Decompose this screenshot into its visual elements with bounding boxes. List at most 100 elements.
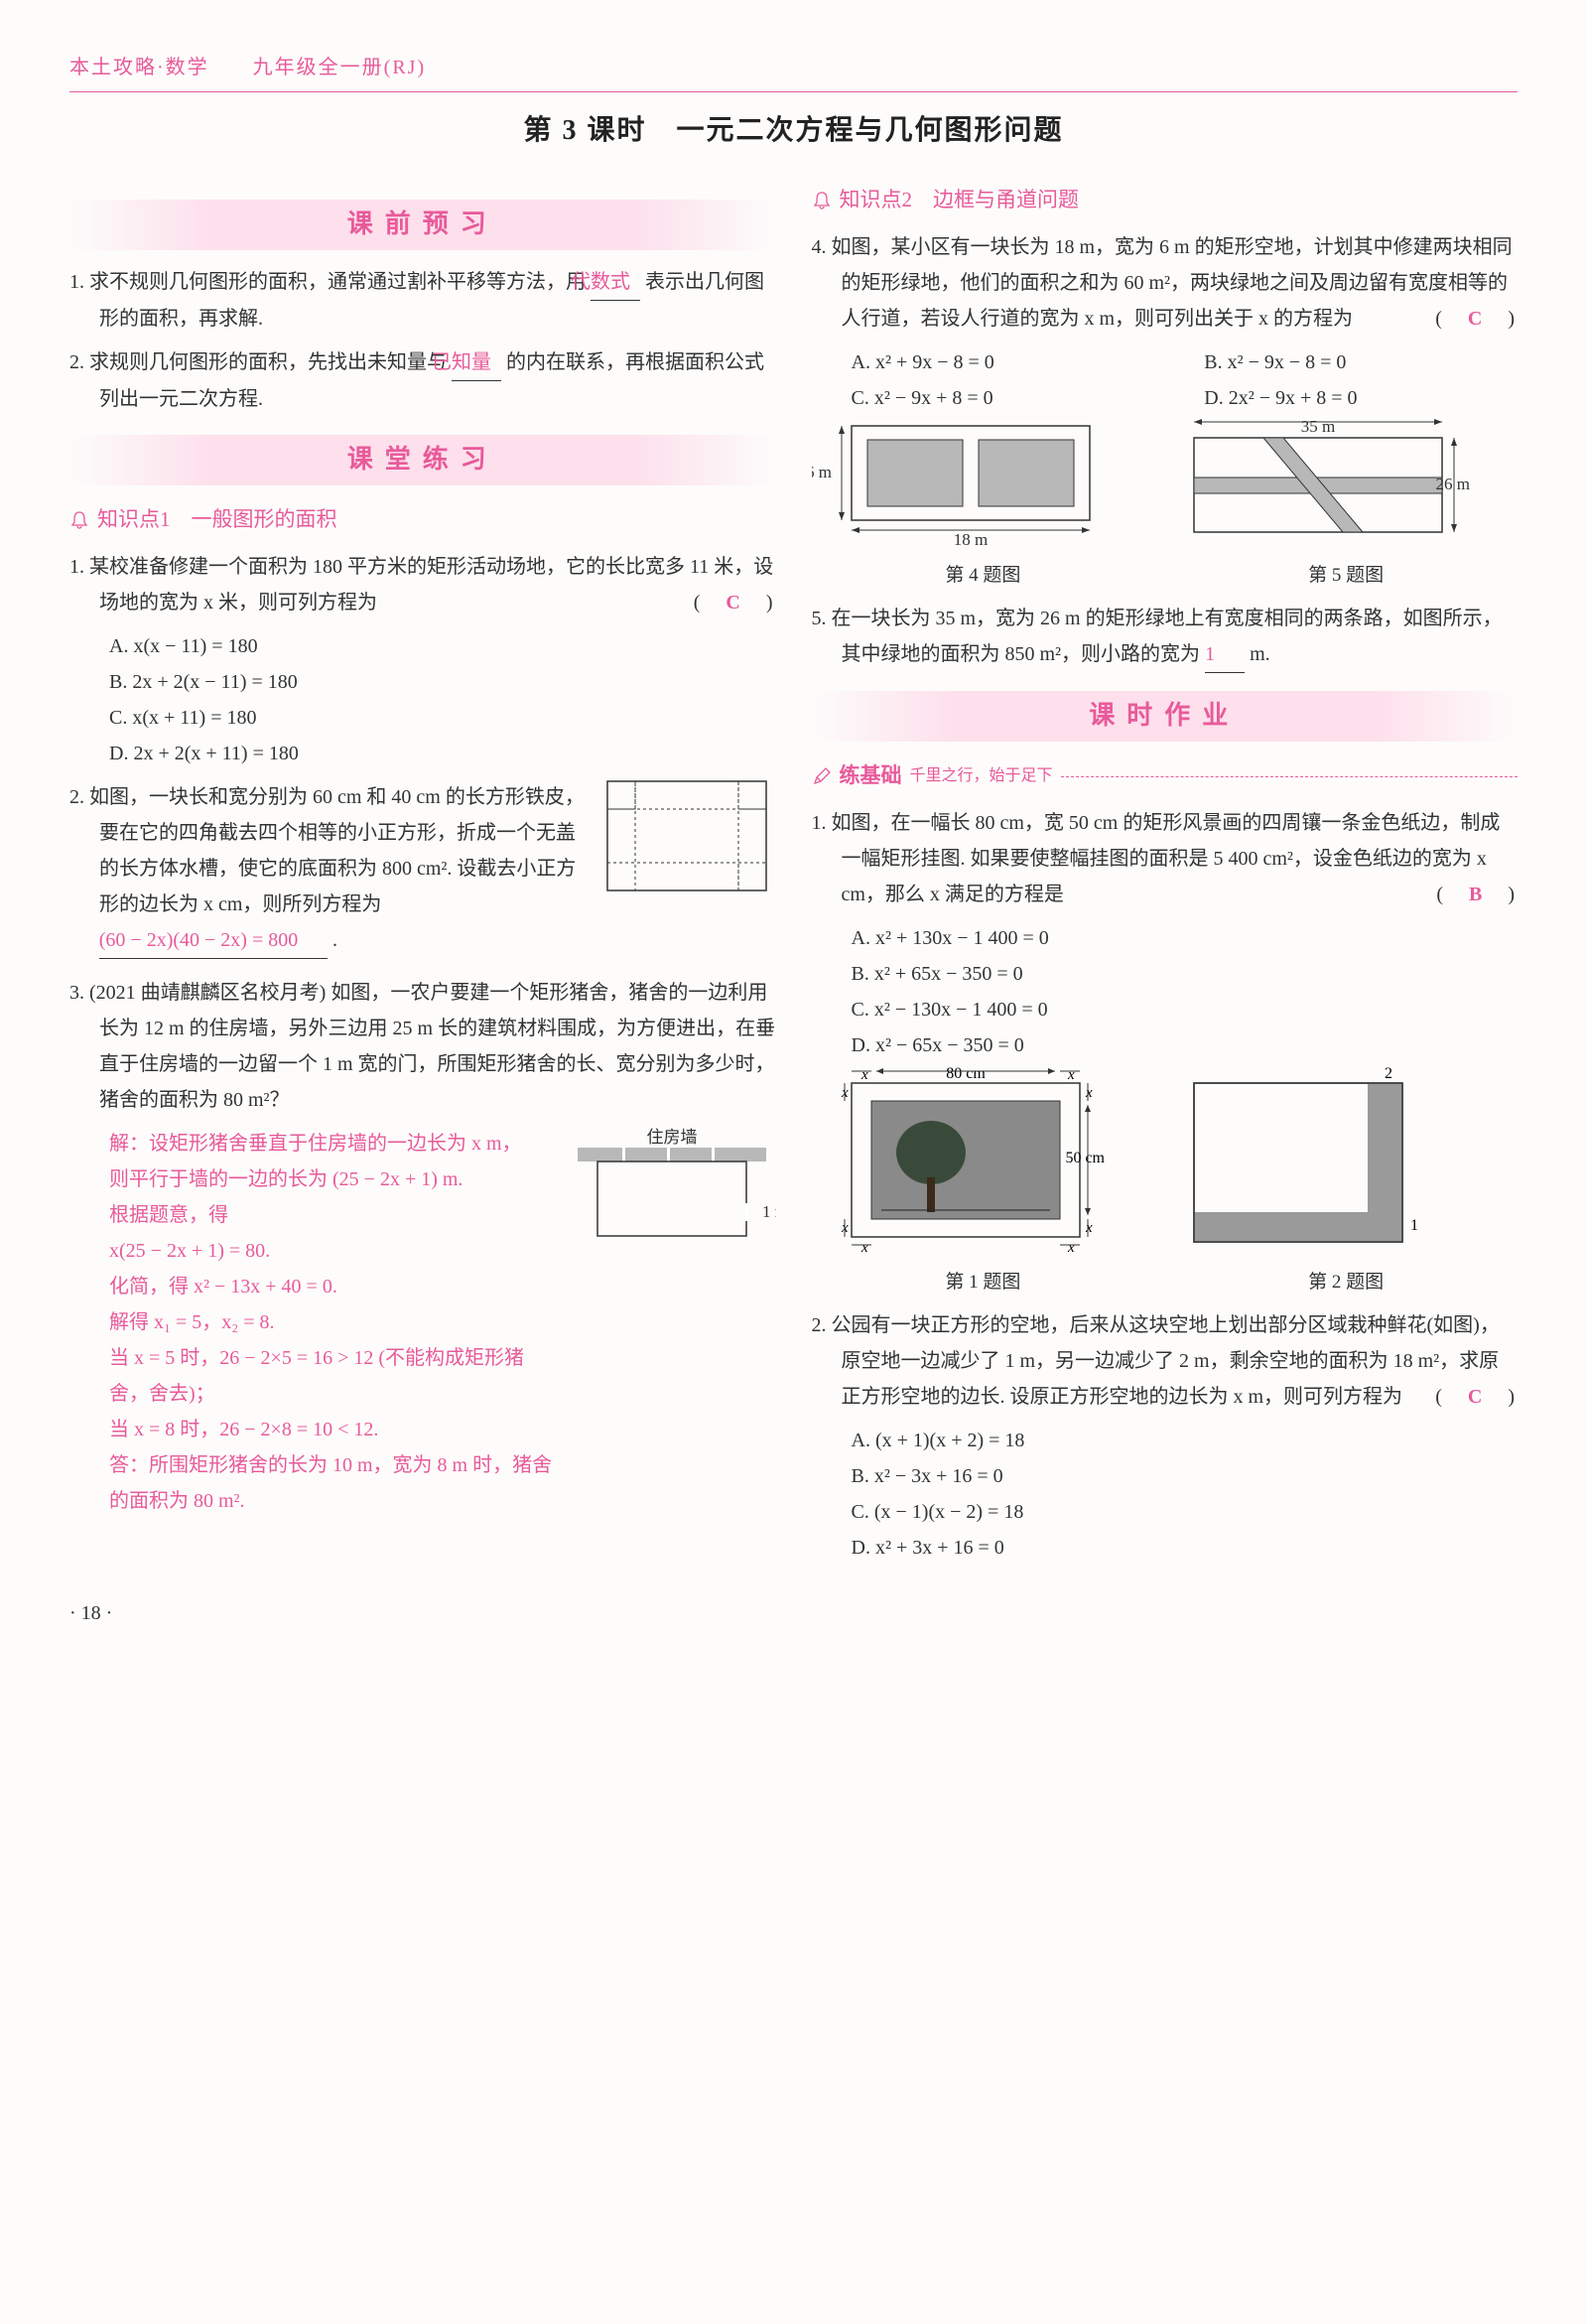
svg-text:50 cm: 50 cm [1065, 1150, 1105, 1166]
svg-text:x: x [1067, 1067, 1075, 1083]
hfig2-caption: 第 2 题图 [1174, 1266, 1518, 1299]
classwork-q1-answer: C [726, 592, 742, 614]
classwork-q3-solution: 解：设矩形猪舍垂直于住房墙的一边长为 x m， 则平行于墙的一边的长为 (25 … [69, 1126, 558, 1519]
q5-figure: 35 m 26 m [1174, 416, 1472, 555]
classwork-q5: 5. 在一块长为 35 m，宽为 26 m 的矩形绿地上有宽度相同的两条路，如图… [812, 601, 1519, 673]
q4-opt-d: D. 2x² − 9x + 8 = 0 [1204, 380, 1518, 416]
classwork-q4-bracket: ( C ) [1465, 301, 1518, 337]
classwork-q2-text: 2. 如图，一块长和宽分别为 60 cm 和 40 cm 的长方形铁皮，要在它的… [69, 786, 585, 915]
hq1-opt-d: D. x² − 65x − 350 = 0 [852, 1027, 1519, 1063]
wall-label: 住房墙 [646, 1128, 697, 1147]
svg-text:1: 1 [1410, 1217, 1418, 1234]
basic-label: 练基础 [840, 757, 902, 795]
sol-line: x(25 − 2x + 1) = 80. [109, 1233, 558, 1269]
classwork-q1-text: 1. 某校准备修建一个面积为 180 平方米的矩形活动场地，它的长比宽多 11 … [69, 556, 773, 614]
homework-q2-opts: A. (x + 1)(x + 2) = 18 B. x² − 3x + 16 =… [812, 1423, 1519, 1566]
classwork-q5-blank: 1 [1205, 636, 1245, 673]
q4-opt-c: C. x² − 9x + 8 = 0 [852, 380, 1165, 416]
page-number: · 18 · [69, 1595, 1518, 1631]
hq1-opt-c: C. x² − 130x − 1 400 = 0 [852, 992, 1519, 1027]
classwork-q2-blank: (60 − 2x)(40 − 2x) = 800 [99, 922, 328, 959]
sol-line: 当 x = 8 时，26 − 2×8 = 10 < 12. [109, 1412, 558, 1447]
preclass-q2-text: 2. 求规则几何图形的面积，先找出未知量与 [69, 351, 447, 373]
door-label: 1 m [762, 1202, 776, 1221]
hq2-opt-b: B. x² − 3x + 16 = 0 [852, 1458, 1519, 1494]
homework-q1-answer: B [1469, 884, 1485, 905]
hq1-figure: 80 cm 50 cm x x x x x x x x [812, 1063, 1110, 1262]
kp1-title: 知识点1 一般图形的面积 [69, 501, 776, 539]
sol-line: 则平行于墙的一边的长为 (25 − 2x + 1) m. [109, 1162, 558, 1197]
hq1-opt-a: A. x² + 130x − 1 400 = 0 [852, 920, 1519, 956]
svg-text:80 cm: 80 cm [946, 1065, 986, 1082]
classwork-q2: 2. 如图，一块长和宽分别为 60 cm 和 40 cm 的长方形铁皮，要在它的… [69, 779, 588, 959]
classwork-q4: 4. 如图，某小区有一块长为 18 m，宽为 6 m 的矩形空地，计划其中修建两… [812, 229, 1519, 337]
homework-q2: 2. 公园有一块正方形的空地，后来从这块空地上划出部分区域栽种鲜花(如图)，原空… [812, 1307, 1519, 1415]
q1-opt-b: B. 2x + 2(x − 11) = 180 [109, 664, 776, 700]
bell-icon [69, 510, 89, 530]
classwork-q4-opts: A. x² + 9x − 8 = 0 B. x² − 9x − 8 = 0 C.… [812, 344, 1519, 416]
hq2-figure: 2 1 [1174, 1063, 1432, 1262]
svg-text:18 m: 18 m [953, 530, 987, 549]
sol-line: 化简，得 x² − 13x + 40 = 0. [109, 1269, 558, 1304]
preclass-q2: 2. 求规则几何图形的面积，先找出未知量与 已知量 的内在联系，再根据面积公式列… [69, 344, 776, 417]
hq2-opt-a: A. (x + 1)(x + 2) = 18 [852, 1423, 1519, 1458]
svg-text:2: 2 [1385, 1065, 1392, 1082]
q4-opt-b: B. x² − 9x − 8 = 0 [1204, 344, 1518, 380]
q4-opt-a: A. x² + 9x − 8 = 0 [852, 344, 1165, 380]
sol-line: 根据题意，得 [109, 1197, 558, 1233]
page-header: 本土攻略·数学 九年级全一册(RJ) [69, 50, 1518, 92]
hfig1-caption: 第 1 题图 [812, 1266, 1155, 1299]
svg-text:x: x [1085, 1220, 1093, 1236]
classwork-q5-after: m. [1250, 643, 1270, 665]
dash-line [1061, 776, 1518, 777]
sol-line: 解得 x₁ = 5，x₂ = 8. [109, 1304, 558, 1340]
q1-opt-d: D. 2x + 2(x + 11) = 180 [109, 736, 776, 771]
fig4-caption: 第 4 题图 [812, 559, 1155, 593]
kp2-label: 知识点2 边框与甬道问题 [840, 182, 1080, 219]
homework-q1: 1. 如图，在一幅长 80 cm，宽 50 cm 的矩形风景画的四周镶一条金色纸… [812, 805, 1519, 912]
q1-opt-c: C. x(x + 11) = 180 [109, 700, 776, 736]
homework-q2-answer: C [1468, 1386, 1485, 1408]
preclass-q1-blank: 代数式 [591, 264, 640, 301]
section-classwork-title: 课堂练习 [69, 435, 776, 485]
svg-text:x: x [1067, 1240, 1075, 1256]
left-column: 课前预习 1. 求不规则几何图形的面积，通常通过割补平移等方法，用 代数式 表示… [69, 182, 776, 1566]
q4-figure: 6 m 18 m [812, 416, 1110, 555]
section-preclass-title: 课前预习 [69, 200, 776, 250]
fig5-caption: 第 5 题图 [1174, 559, 1518, 593]
homework-q1-bracket: ( B ) [1466, 877, 1518, 912]
classwork-q4-text: 4. 如图，某小区有一块长为 18 m，宽为 6 m 的矩形空地，计划其中修建两… [812, 236, 1513, 330]
sol-line: 当 x = 5 时，26 − 2×5 = 16 > 12 (不能构成矩形猪舍，舍… [109, 1340, 558, 1412]
classwork-q1-bracket: ( C ) [724, 585, 776, 620]
classwork-q3: 3. (2021 曲靖麒麟区名校月考) 如图，一农户要建一个矩形猪舍，猪舍的一边… [69, 975, 776, 1118]
q2-figure [597, 771, 776, 900]
classwork-q5-text: 5. 在一块长为 35 m，宽为 26 m 的矩形绿地上有宽度相同的两条路，如图… [812, 608, 1503, 665]
homework-q2-bracket: ( C ) [1465, 1379, 1518, 1415]
pencil-icon [812, 766, 832, 786]
book-series: 本土攻略·数学 [69, 57, 209, 78]
svg-text:x: x [1085, 1085, 1093, 1101]
classwork-q1: 1. 某校准备修建一个面积为 180 平方米的矩形活动场地，它的长比宽多 11 … [69, 549, 776, 620]
hq2-opt-d: D. x² + 3x + 16 = 0 [852, 1530, 1519, 1566]
svg-text:x: x [860, 1067, 868, 1083]
preclass-q1: 1. 求不规则几何图形的面积，通常通过割补平移等方法，用 代数式 表示出几何图形… [69, 264, 776, 337]
fig-4-5-pair: 6 m 18 m 第 4 题图 35 m 26 m [812, 416, 1519, 593]
right-column: 知识点2 边框与甬道问题 4. 如图，某小区有一块长为 18 m，宽为 6 m … [812, 182, 1519, 1566]
lesson-title: 第 3 课时 一元二次方程与几何图形问题 [69, 106, 1518, 156]
classwork-q2-after: . [332, 929, 337, 951]
hq2-opt-c: C. (x − 1)(x − 2) = 18 [852, 1494, 1519, 1530]
homework-q2-text: 2. 公园有一块正方形的空地，后来从这块空地上划出部分区域栽种鲜花(如图)，原空… [812, 1314, 1500, 1408]
preclass-q2-blank: 已知量 [452, 344, 501, 381]
kp1-label: 知识点1 一般图形的面积 [97, 501, 337, 539]
sol-line: 答：所围矩形猪舍的长为 10 m，宽为 8 m 时，猪舍的面积为 80 m². [109, 1447, 558, 1519]
svg-text:35 m: 35 m [1301, 417, 1335, 436]
sol-line: 解：设矩形猪舍垂直于住房墙的一边长为 x m， [109, 1126, 558, 1162]
basic-sub: 千里之行，始于足下 [910, 762, 1053, 791]
preclass-q1-text: 1. 求不规则几何图形的面积，通常通过割补平移等方法，用 [69, 271, 586, 293]
q3-figure: 住房墙 1 m [568, 1126, 776, 1255]
q1-opt-a: A. x(x − 11) = 180 [109, 628, 776, 664]
section-homework-title: 课时作业 [812, 691, 1519, 742]
grade: 九年级全一册(RJ) [253, 57, 426, 78]
kp2-title: 知识点2 边框与甬道问题 [812, 182, 1519, 219]
svg-text:x: x [860, 1240, 868, 1256]
